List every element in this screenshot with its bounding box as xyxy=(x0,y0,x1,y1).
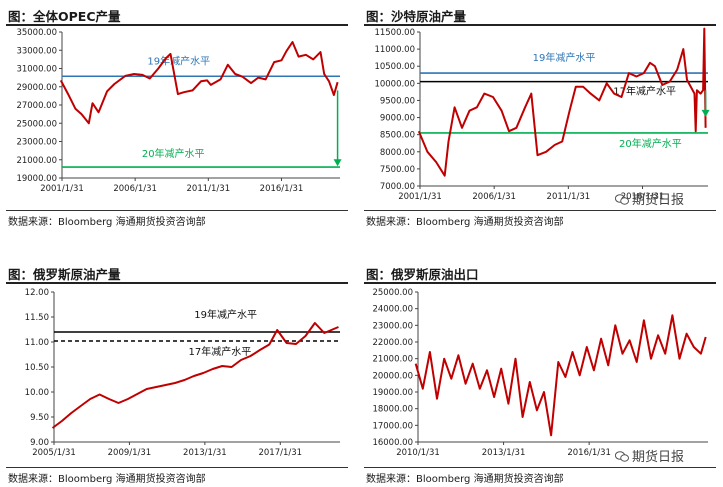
y-tick-label-2300000: 23000.00 xyxy=(372,321,413,331)
y-tick-label-1900000: 19000.00 xyxy=(16,174,57,184)
x-tick-label-2016131: 2016/1/31 xyxy=(260,184,304,194)
x-tick-label-2016131: 2016/1/31 xyxy=(621,192,665,202)
data-series-line-0 xyxy=(414,314,707,437)
x-tick-label-2013131: 2013/1/31 xyxy=(183,448,227,458)
title-divider xyxy=(364,282,716,284)
y-tick-label-3500000: 35000.00 xyxy=(16,28,57,38)
x-tick-label-2017131: 2017/1/31 xyxy=(258,448,302,458)
y-tick-label-1200: 12.00 xyxy=(25,288,49,298)
x-tick-label-2001131: 2001/1/31 xyxy=(398,192,442,202)
y-tick-label-800000: 8000.00 xyxy=(380,148,415,158)
y-tick-label-750000: 7500.00 xyxy=(380,165,415,175)
y-tick-label-2500000: 25000.00 xyxy=(16,119,57,129)
opec-production-chart: 35000.00 33000.00 31000.00 29000.00 27000.00… xyxy=(16,28,342,194)
x-tick-label-2016131: 2016/1/31 xyxy=(567,448,611,458)
source-note: 数据来源：Bloomberg 海通期货投资咨询部 xyxy=(366,474,564,485)
y-tick-label-1150000: 11500.00 xyxy=(374,28,415,38)
data-series-line-0 xyxy=(59,41,339,125)
y-tick-label-1600000: 16000.00 xyxy=(372,438,413,448)
title-divider xyxy=(6,282,348,284)
x-tick-label-2011131: 2011/1/31 xyxy=(547,192,591,202)
y-tick-label-3300000: 33000.00 xyxy=(16,46,57,56)
y-tick-label-1000: 10.00 xyxy=(25,388,49,398)
source-note: 数据来源：Bloomberg 海通期货投资咨询部 xyxy=(8,474,206,485)
x-tick-label-2011131: 2011/1/31 xyxy=(187,184,231,194)
source-note: 数据来源：Bloomberg 海通期货投资咨询部 xyxy=(8,217,206,228)
x-tick-label-2006131: 2006/1/31 xyxy=(472,192,516,202)
panel-title: 图：俄罗斯原油出口 xyxy=(366,267,479,282)
x-tick-label-2013131: 2013/1/31 xyxy=(482,448,526,458)
y-tick-label-2100000: 21000.00 xyxy=(372,355,413,365)
wechat-icon xyxy=(615,194,629,205)
y-tick-label-2500000: 25000.00 xyxy=(372,288,413,298)
russia-export-chart: 25000.00 24000.00 23000.00 22000.00 21000.00… xyxy=(372,288,708,458)
y-tick-label-2200000: 22000.00 xyxy=(372,338,413,348)
panel-title: 图：全体OPEC产量 xyxy=(8,9,121,24)
source-note: 数据来源：Bloomberg 海通期货投资咨询部 xyxy=(366,217,564,228)
watermark-text: 期货日报 xyxy=(632,193,685,208)
y-tick-label-1050: 10.50 xyxy=(25,363,49,373)
y-tick-label-950000: 9500.00 xyxy=(380,96,415,106)
reference-label-1: 17年减产水平 xyxy=(189,345,252,358)
y-tick-label-1900000: 19000.00 xyxy=(372,388,413,398)
watermark: 期货日报 xyxy=(615,189,684,208)
watermark-text: 期货日报 xyxy=(632,450,685,465)
x-tick-label-2010131: 2010/1/31 xyxy=(396,448,440,458)
title-divider xyxy=(6,24,348,26)
y-tick-label-900: 9.00 xyxy=(30,438,49,448)
y-tick-label-1050000: 10500.00 xyxy=(374,62,415,72)
y-tick-label-2400000: 24000.00 xyxy=(372,305,413,315)
y-tick-label-2000000: 20000.00 xyxy=(372,371,413,381)
source-divider xyxy=(6,210,348,211)
y-tick-label-2100000: 21000.00 xyxy=(16,156,57,166)
russia-production-chart: 12.00 11.50 11.00 10.50 10.00 9.50 9.002005/1/… xyxy=(25,288,340,458)
source-divider xyxy=(364,210,716,211)
y-tick-label-2300000: 23000.00 xyxy=(16,138,57,148)
reference-label-2: 20年减产水平 xyxy=(619,137,682,150)
title-divider xyxy=(364,24,716,26)
y-tick-label-3100000: 31000.00 xyxy=(16,65,57,75)
panel-title: 图：俄罗斯原油产量 xyxy=(8,267,121,282)
y-tick-label-2700000: 27000.00 xyxy=(16,101,57,111)
reference-label-0: 19年减产水平 xyxy=(533,51,596,64)
reference-label-1: 20年减产水平 xyxy=(142,147,205,160)
wechat-icon xyxy=(615,451,629,462)
source-divider xyxy=(6,467,348,468)
y-tick-label-2900000: 29000.00 xyxy=(16,83,57,93)
y-tick-label-950: 9.50 xyxy=(30,413,49,423)
reference-label-0: 19年减产水平 xyxy=(147,54,210,67)
y-tick-label-1150: 11.50 xyxy=(25,313,49,323)
drop-arrow-head xyxy=(333,159,342,167)
y-tick-label-1700000: 17000.00 xyxy=(372,421,413,431)
reference-label-0: 19年减产水平 xyxy=(194,308,257,321)
reference-label-1: 17年减产水平 xyxy=(613,85,676,98)
panel-title: 图：沙特原油产量 xyxy=(366,9,467,24)
y-tick-label-1800000: 18000.00 xyxy=(372,405,413,415)
saudi-production-chart: 11500.00 11000.00 10500.00 10000.00 9500.00 9… xyxy=(374,27,710,202)
drop-arrow-head xyxy=(701,109,710,117)
y-tick-label-700000: 7000.00 xyxy=(380,182,415,192)
y-tick-label-900000: 9000.00 xyxy=(380,114,415,124)
x-tick-label-2005131: 2005/1/31 xyxy=(32,448,76,458)
watermark: 期货日报 xyxy=(615,446,684,465)
x-tick-label-2006131: 2006/1/31 xyxy=(113,184,157,194)
data-series-line-0 xyxy=(51,322,339,429)
y-tick-label-1000000: 10000.00 xyxy=(374,79,415,89)
x-tick-label-2001131: 2001/1/31 xyxy=(40,184,84,194)
x-tick-label-2009131: 2009/1/31 xyxy=(108,448,152,458)
source-divider xyxy=(364,467,716,468)
y-tick-label-1100: 11.00 xyxy=(25,338,49,348)
y-tick-label-850000: 8500.00 xyxy=(380,131,415,141)
data-series-line-0 xyxy=(417,27,707,177)
y-tick-label-1100000: 11000.00 xyxy=(374,45,415,55)
